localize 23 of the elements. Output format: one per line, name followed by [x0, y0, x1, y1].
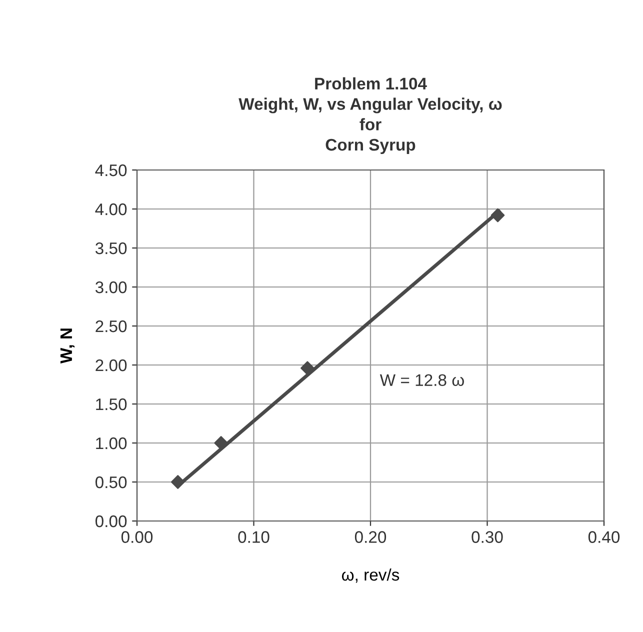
y-tick-label: 4.00: [95, 203, 127, 216]
point: [214, 436, 228, 450]
y-tick-label: 1.00: [96, 437, 127, 450]
point: [490, 208, 505, 222]
y-tick-label: 2.50: [96, 320, 127, 332]
point: [170, 475, 185, 489]
y-tick-label: 3.00: [95, 281, 127, 294]
x-tick-label: 0.10: [238, 531, 270, 543]
x-tick-label: 0.00: [121, 531, 153, 543]
chart-title: Problem 1.104 Weight, W, vs Angular Velocity, ω for Corn Syrup: [238, 77, 502, 154]
point: [300, 361, 314, 376]
x-tick-label: 0.40: [588, 531, 620, 543]
y-tick-label: 1.50: [96, 398, 127, 410]
annotation: W = 12.8 ω: [380, 374, 464, 386]
y-axis-title: W, N: [60, 328, 75, 364]
y-tick-label: 0.50: [95, 476, 127, 488]
y-tick-label: 4.50: [95, 164, 127, 176]
x-tick-label: 0.20: [354, 531, 386, 543]
x-tick-label: 0.30: [472, 531, 503, 543]
y-tick-label: 2.00: [96, 359, 127, 372]
y-tick-label: 0.00: [95, 515, 127, 528]
y-tick-label: 3.50: [95, 242, 127, 254]
x-axis-title: ω, rev/s: [342, 568, 400, 583]
